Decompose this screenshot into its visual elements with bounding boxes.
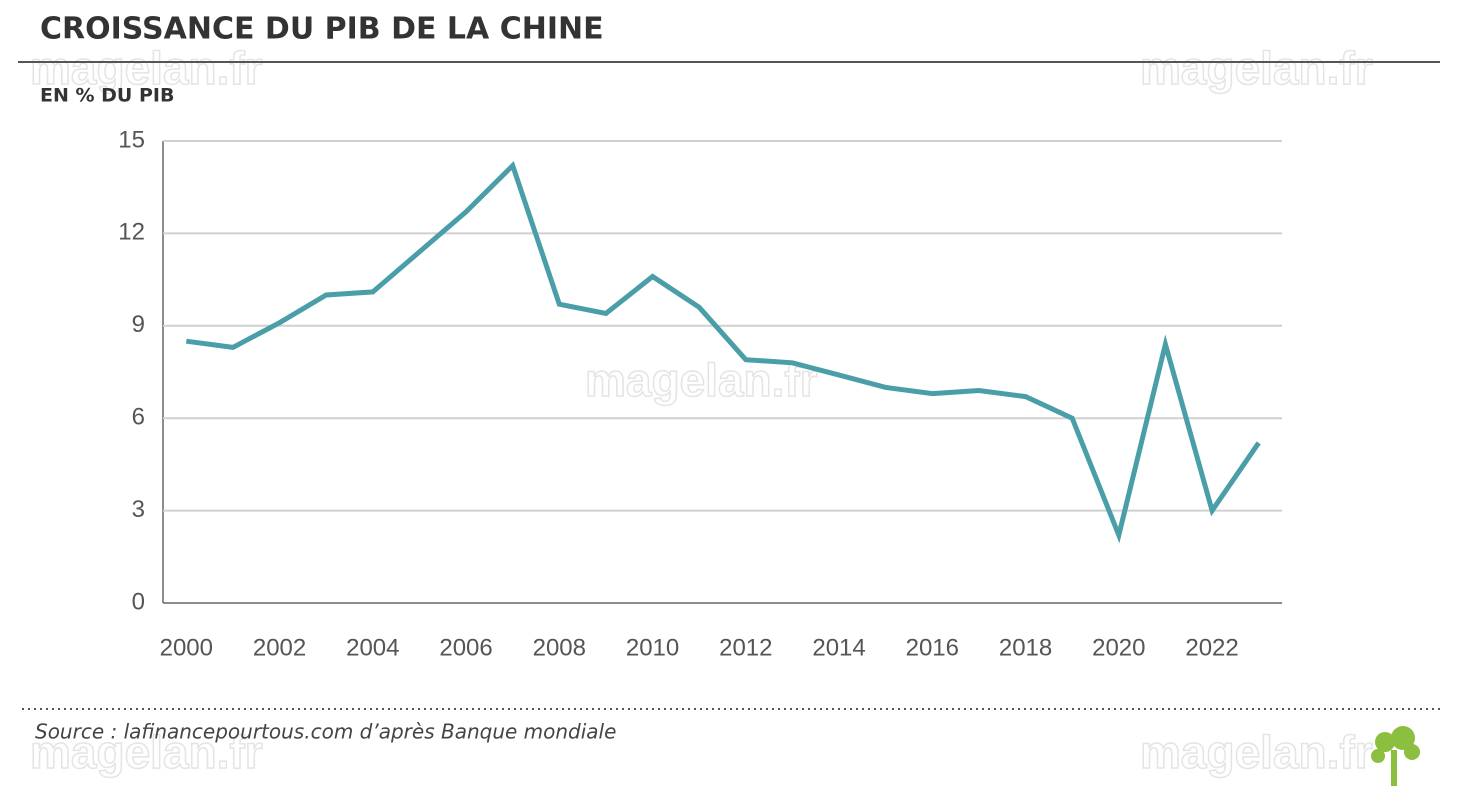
x-tick-label: 2016	[906, 634, 959, 661]
x-tick-label: 2010	[626, 634, 679, 661]
watermark: magelan.fr	[1140, 726, 1373, 778]
y-tick-label: 3	[132, 496, 145, 523]
y-tick-label: 0	[132, 588, 145, 615]
y-tick-label: 15	[118, 126, 145, 153]
x-tick-label: 2006	[439, 634, 492, 661]
y-tick-label: 6	[132, 404, 145, 431]
chart-title: CROISSANCE DU PIB DE LA CHINE	[40, 12, 604, 47]
x-tick-label: 2022	[1185, 634, 1238, 661]
logo	[1371, 726, 1420, 786]
x-tick-label: 2014	[812, 634, 865, 661]
chart-subtitle: EN % DU PIB	[40, 85, 174, 107]
data-line	[185, 160, 1261, 544]
x-tick-label: 2000	[160, 634, 213, 661]
watermark: magelan.fr	[1140, 42, 1373, 94]
y-tick-label: 9	[132, 311, 145, 338]
source: Source : lafinancepourtous.com d’après B…	[35, 720, 616, 744]
watermark: magelan.fr	[30, 42, 263, 94]
x-tick-label: 2002	[253, 634, 306, 661]
y-tick-label: 12	[118, 219, 145, 246]
x-tick-label: 2012	[719, 634, 772, 661]
x-tick-label: 2018	[999, 634, 1052, 661]
x-tick-label: 2004	[346, 634, 399, 661]
watermark: magelan.fr	[30, 726, 263, 778]
x-tick-label: 2008	[533, 634, 586, 661]
x-tick-label: 2020	[1092, 634, 1145, 661]
